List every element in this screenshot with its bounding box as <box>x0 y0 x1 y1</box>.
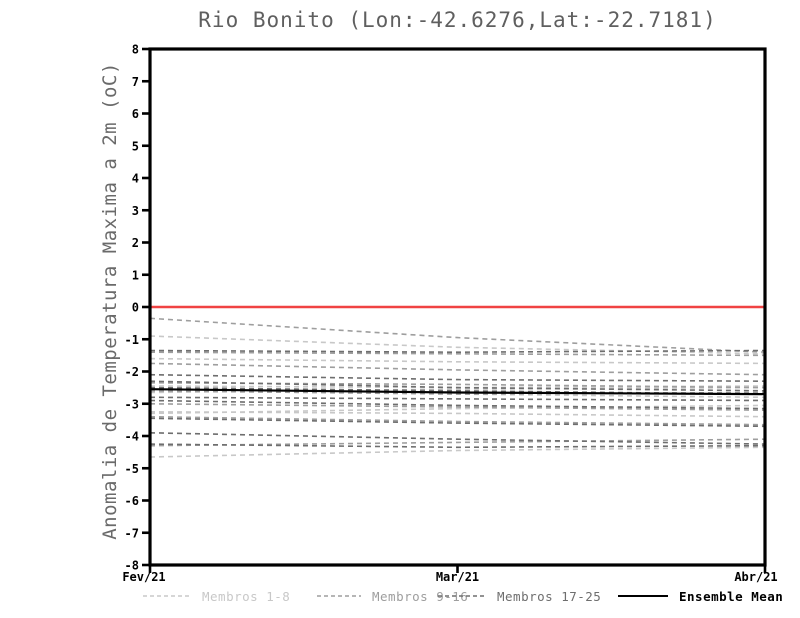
member-line <box>149 373 766 383</box>
member-line <box>149 349 766 354</box>
member-line <box>149 404 766 415</box>
x-tick-label: Mar/21 <box>436 570 479 584</box>
member-line <box>149 335 766 355</box>
y-tick-label: 6 <box>132 107 139 121</box>
y-tick-label: 4 <box>132 172 139 186</box>
member-line <box>149 317 766 353</box>
legend-label: Membros 17-25 <box>497 589 602 604</box>
member-line <box>149 351 766 357</box>
y-tick-label: -3 <box>125 397 139 411</box>
ensemble-mean-line <box>149 388 766 396</box>
member-line <box>149 446 766 458</box>
chart-title: Rio Bonito (Lon:-42.6276,Lat:-22.7181) <box>198 8 717 32</box>
member-line <box>149 443 766 449</box>
legend-label: Ensemble Mean <box>679 589 784 604</box>
y-tick-label: -7 <box>125 526 139 540</box>
legend-label: Membros 1-8 <box>202 589 291 604</box>
member-line <box>149 390 766 395</box>
y-tick-label: 5 <box>132 139 139 153</box>
y-tick-label: 3 <box>132 204 139 218</box>
member-line <box>149 396 766 402</box>
x-tick-label: Abr/21 <box>734 570 777 584</box>
legend-label: Membros 9-16 <box>372 589 469 604</box>
y-tick-label: -5 <box>125 462 139 476</box>
member-line <box>149 417 766 428</box>
y-tick-label: -8 <box>125 559 139 573</box>
y-tick-label: 1 <box>132 268 139 282</box>
member-line <box>149 403 766 411</box>
member-line <box>149 362 766 376</box>
legend-sample-line <box>438 595 486 597</box>
x-tick-label: Fev/21 <box>122 570 165 584</box>
member-line <box>149 432 766 445</box>
chart-legend: Membros 1-8 Membros 9-16 Membros 17-25 E… <box>0 588 800 610</box>
member-line <box>149 415 766 426</box>
y-tick-label: -4 <box>125 430 139 444</box>
y-tick-label: -1 <box>125 333 139 347</box>
y-tick-label: 7 <box>132 75 139 89</box>
y-tick-label: 8 <box>132 43 139 57</box>
y-tick-label: 0 <box>132 301 139 315</box>
y-tick-label: -6 <box>125 494 139 508</box>
member-line <box>149 357 766 365</box>
legend-sample-line <box>143 595 191 597</box>
member-line <box>149 380 766 392</box>
legend-sample-line <box>317 595 361 597</box>
member-line <box>149 399 766 410</box>
legend-sample-line <box>618 595 668 597</box>
member-line <box>149 386 766 395</box>
y-tick-label: 2 <box>132 236 139 250</box>
y-tick-label: -2 <box>125 365 139 379</box>
